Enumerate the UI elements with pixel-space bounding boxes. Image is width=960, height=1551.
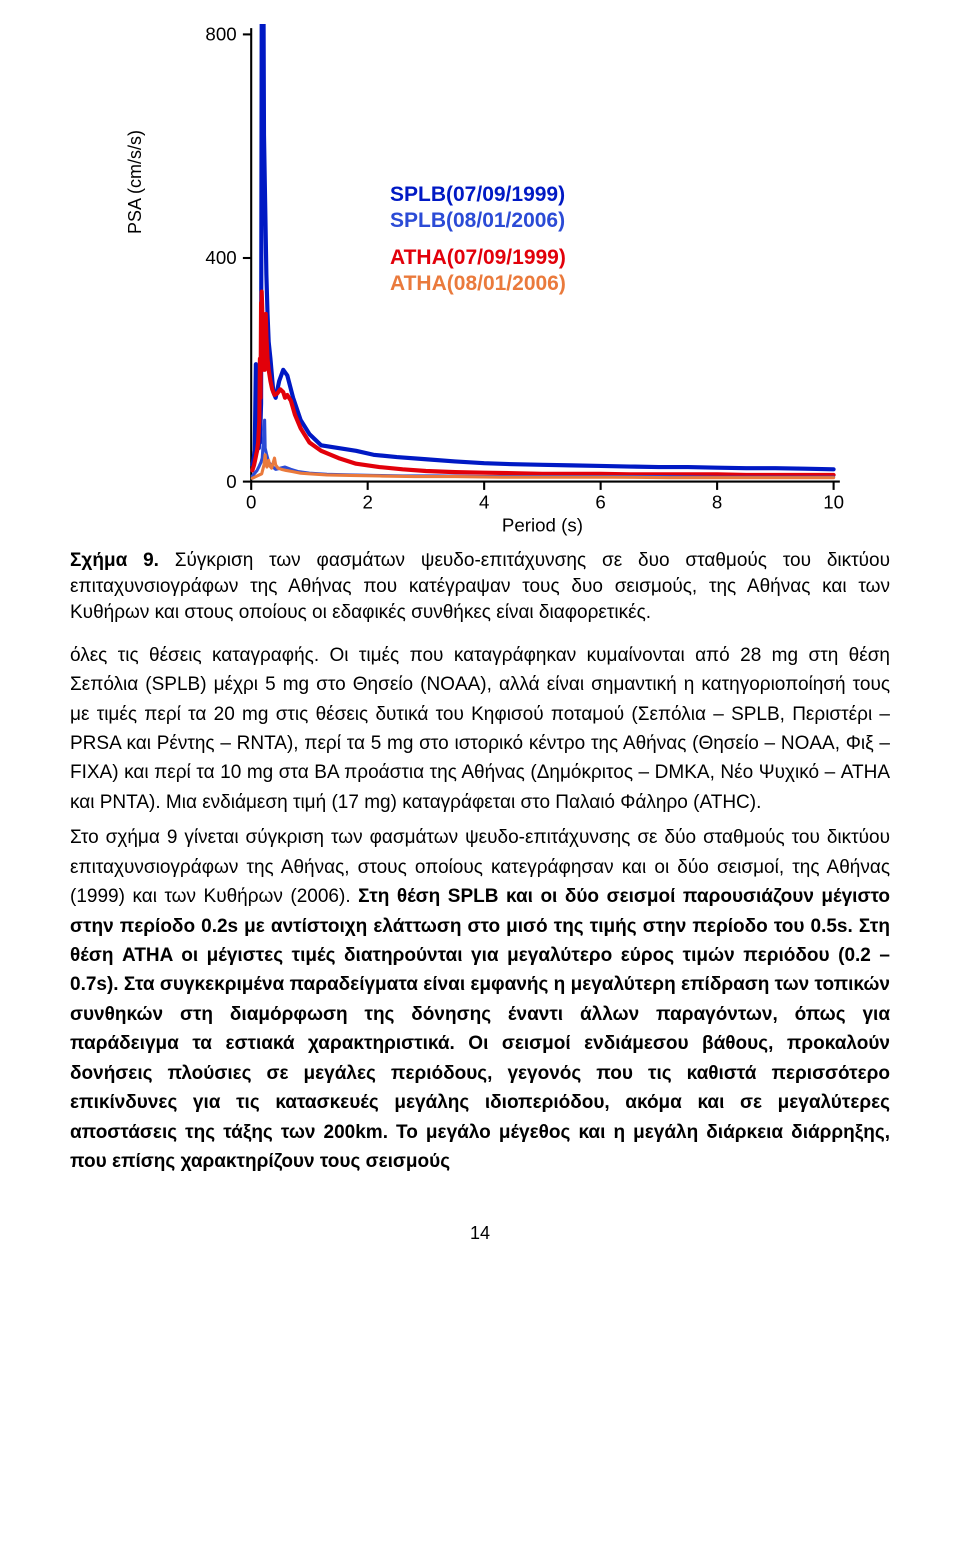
paragraph-2-bold: Στη θέση SPLB και οι δύο σεισμοί παρουσι…	[70, 886, 890, 1172]
paragraph-1: όλες τις θέσεις καταγραφής. Οι τιμές που…	[70, 641, 890, 818]
svg-text:2: 2	[362, 492, 372, 513]
svg-text:0: 0	[246, 492, 256, 513]
svg-text:6: 6	[595, 492, 605, 513]
svg-text:4: 4	[479, 492, 489, 513]
svg-text:800: 800	[205, 24, 236, 45]
svg-text:0: 0	[226, 471, 236, 492]
caption-text: Σύγκριση των φασμάτων ψευδο-επιτάχυνσης …	[70, 550, 890, 623]
svg-text:10: 10	[823, 492, 844, 513]
caption-head: Σχήμα 9.	[70, 550, 159, 571]
chart-legend: SPLB(07/09/1999)SPLB(08/01/2006) ATHA(07…	[390, 182, 566, 297]
figure-caption: Σχήμα 9. Σύγκριση των φασμάτων ψευδο-επι…	[70, 548, 890, 627]
svg-text:8: 8	[712, 492, 722, 513]
paragraph-2: Στο σχήμα 9 γίνεται σύγκριση των φασμάτω…	[70, 823, 890, 1176]
svg-text:400: 400	[205, 247, 236, 268]
psa-chart: 0 400 800 0 2 4 6 8 10 Period (s) PSA (cm/s/s) SP…	[70, 24, 890, 544]
y-axis-label: PSA (cm/s/s)	[125, 130, 146, 234]
body-paragraphs: όλες τις θέσεις καταγραφής. Οι τιμές που…	[70, 641, 890, 1177]
page-number: 14	[70, 1223, 890, 1244]
svg-text:Period (s): Period (s)	[502, 515, 583, 536]
